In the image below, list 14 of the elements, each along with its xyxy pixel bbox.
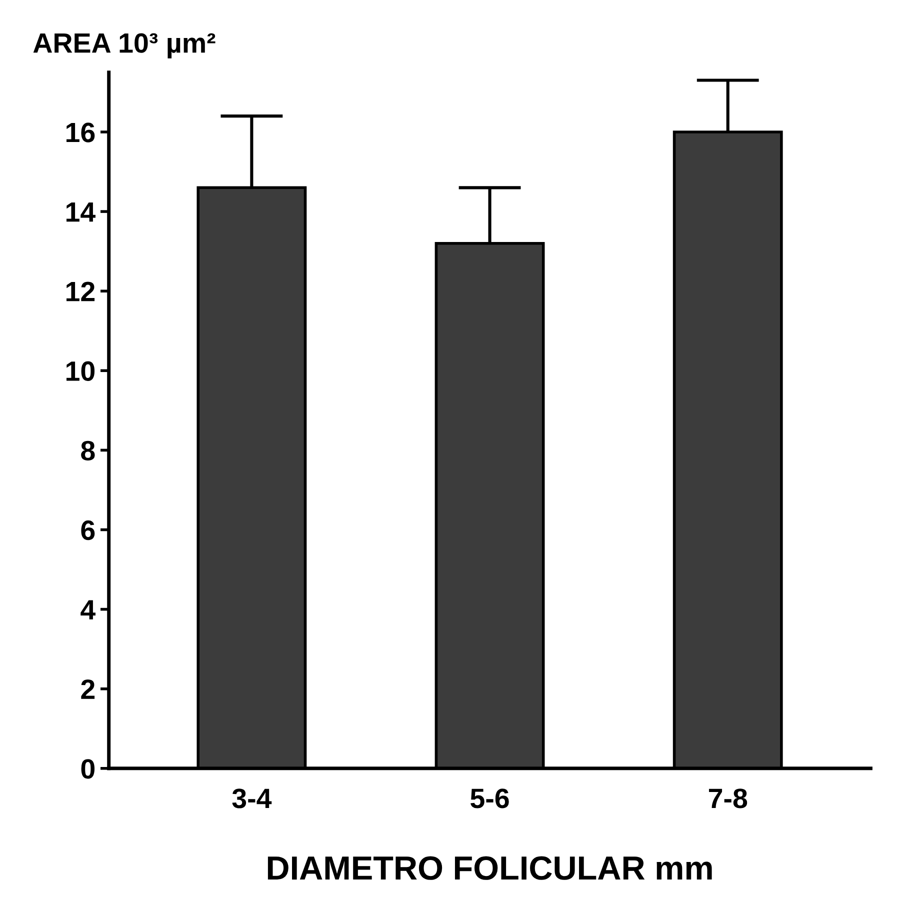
y-tick-label: 0 xyxy=(81,759,95,779)
x-tick-label: 3-4 xyxy=(232,788,272,808)
y-tick-label: 14 xyxy=(66,202,96,222)
x-axis-title: DIAMETRO FOLICULAR mm xyxy=(268,856,712,880)
x-tick-label: 5-6 xyxy=(470,788,509,808)
y-axis-title: AREA 10³ µm² xyxy=(33,33,216,58)
y-tick-label: 8 xyxy=(81,440,95,461)
y-tick-label: 4 xyxy=(80,600,96,620)
y-tick-label: 12 xyxy=(66,282,95,302)
y-tick-label: 6 xyxy=(81,520,95,540)
y-tick-label: 2 xyxy=(81,680,95,699)
y-tick-label: 10 xyxy=(66,361,95,381)
x-tick-label: 7-8 xyxy=(708,788,748,808)
y-tick-label: 16 xyxy=(66,122,95,142)
